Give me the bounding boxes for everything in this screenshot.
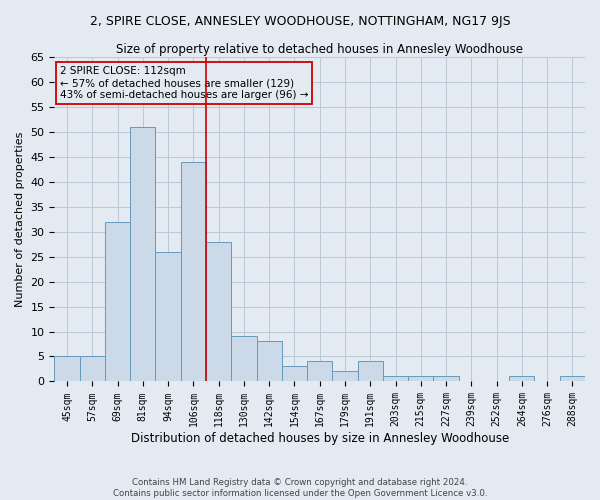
Bar [231, 336, 257, 382]
Bar [509, 376, 535, 382]
Bar [408, 376, 433, 382]
Bar [560, 376, 585, 382]
Bar [181, 162, 206, 382]
Bar [105, 222, 130, 382]
Y-axis label: Number of detached properties: Number of detached properties [15, 132, 25, 307]
Bar [383, 376, 408, 382]
Text: 2 SPIRE CLOSE: 112sqm
← 57% of detached houses are smaller (129)
43% of semi-det: 2 SPIRE CLOSE: 112sqm ← 57% of detached … [60, 66, 308, 100]
Bar [282, 366, 307, 382]
Title: Size of property relative to detached houses in Annesley Woodhouse: Size of property relative to detached ho… [116, 42, 523, 56]
Bar [80, 356, 105, 382]
Bar [155, 252, 181, 382]
Bar [257, 342, 282, 382]
Bar [55, 356, 80, 382]
Bar [307, 362, 332, 382]
Bar [332, 372, 358, 382]
Bar [130, 126, 155, 382]
X-axis label: Distribution of detached houses by size in Annesley Woodhouse: Distribution of detached houses by size … [131, 432, 509, 445]
Text: 2, SPIRE CLOSE, ANNESLEY WOODHOUSE, NOTTINGHAM, NG17 9JS: 2, SPIRE CLOSE, ANNESLEY WOODHOUSE, NOTT… [89, 15, 511, 28]
Bar [206, 242, 231, 382]
Text: Contains HM Land Registry data © Crown copyright and database right 2024.
Contai: Contains HM Land Registry data © Crown c… [113, 478, 487, 498]
Bar [433, 376, 458, 382]
Bar [358, 362, 383, 382]
